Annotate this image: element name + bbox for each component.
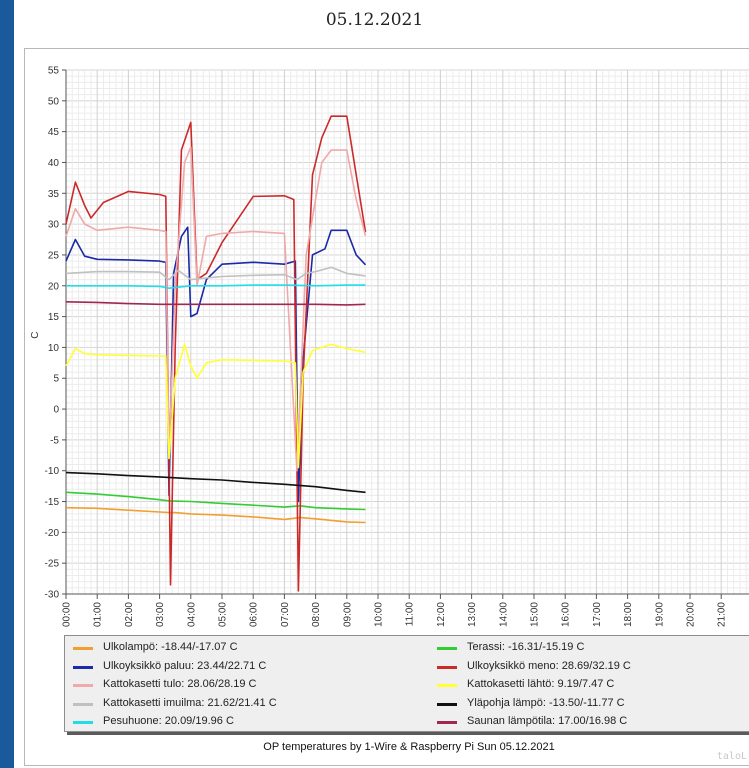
series-line-9 [65, 301, 366, 306]
y-tick-label: -5 [50, 435, 59, 446]
side-accent-bar [0, 0, 14, 768]
y-tick-label: 10 [48, 343, 60, 354]
series-line-7 [65, 471, 366, 494]
y-axis-label: C [30, 331, 41, 338]
x-tick-label: 17:00 [592, 602, 603, 627]
legend-swatch [73, 665, 93, 669]
series-line-2 [65, 226, 367, 503]
y-tick-label: 55 [48, 66, 60, 77]
x-tick-label: 22:00 [748, 602, 749, 627]
y-tick-label: 35 [48, 189, 60, 200]
x-tick-label: 16:00 [561, 602, 572, 627]
y-tick-label: -15 [45, 497, 60, 508]
series-line-6 [65, 266, 366, 281]
x-tick-label: 15:00 [530, 602, 541, 627]
y-tick-label: 25 [48, 250, 60, 261]
x-tick-label: 09:00 [342, 602, 353, 627]
legend-swatch [73, 702, 93, 706]
x-tick-label: 18:00 [623, 602, 634, 627]
x-tick-label: 03:00 [155, 602, 166, 627]
axis-layer: 5550454035302520151050-5-10-15-20-25-30C… [30, 66, 749, 627]
x-tick-label: 21:00 [717, 602, 728, 627]
x-tick-label: 02:00 [124, 602, 135, 627]
x-tick-label: 04:00 [186, 602, 197, 627]
legend-label: Ulkoyksikkö meno: 28.69/32.19 C [467, 659, 631, 672]
legend-swatch [437, 721, 457, 724]
x-tick-label: 19:00 [654, 602, 665, 627]
grid-layer [65, 69, 749, 595]
x-tick-label: 12:00 [436, 602, 447, 627]
legend-label: Kattokasetti lähtö: 9.19/7.47 C [467, 678, 615, 690]
legend-label: Yläpohja lämpö: -13.50/-11.77 C [467, 696, 625, 709]
x-tick-label: 01:00 [93, 602, 104, 627]
x-tick-label: 07:00 [280, 602, 291, 627]
page-date-title: 05.12.2021 [325, 10, 424, 30]
legend: Ulkolampö: -18.44/-17.07 C Terassi: -16.3… [64, 635, 749, 732]
y-tick-label: 0 [53, 405, 59, 416]
series-layer [65, 115, 367, 592]
legend-label: Pesuhuone: 20.09/19.96 C [103, 715, 234, 727]
x-tick-label: 00:00 [62, 602, 73, 627]
x-tick-label: 08:00 [311, 602, 322, 627]
x-tick-label: 05:00 [218, 602, 229, 627]
y-tick-label: 15 [48, 312, 60, 323]
series-line-1 [65, 491, 366, 511]
x-tick-label: 13:00 [467, 602, 478, 627]
x-tick-label: 06:00 [249, 602, 260, 627]
legend-label: Ulkoyksikkö paluu: 23.44/22.71 C [103, 659, 267, 672]
legend-label: Kattokasetti imuilma: 21.62/21.41 C [103, 696, 277, 709]
y-tick-label: -25 [45, 559, 60, 570]
y-tick-label: 45 [48, 127, 60, 138]
y-tick-label: 20 [48, 281, 60, 292]
x-tick-label: 10:00 [374, 602, 385, 627]
watermark: taloL [716, 751, 747, 762]
y-tick-label: -20 [45, 528, 60, 539]
legend-swatch [437, 647, 457, 650]
y-tick-label: 40 [48, 158, 60, 169]
y-tick-label: 30 [48, 220, 60, 231]
chart-caption: OP temperatures by 1-Wire & Raspberry Pi… [263, 741, 555, 753]
series-line-8 [66, 284, 366, 289]
x-tick-label: 14:00 [498, 602, 509, 627]
x-tick-label: 20:00 [686, 602, 697, 627]
legend-swatch [73, 721, 93, 724]
legend-label: Terassi: -16.31/-15.19 C [467, 641, 585, 653]
y-tick-label: -10 [45, 466, 60, 477]
series-line-0 [65, 506, 366, 524]
y-tick-label: 5 [53, 374, 59, 385]
x-tick-label: 11:00 [405, 602, 416, 627]
legend-swatch [73, 647, 93, 650]
series-line-3 [65, 115, 367, 592]
legend-swatch [437, 665, 457, 669]
legend-swatch [437, 684, 457, 687]
legend-label: Kattokasetti tulo: 28.06/28.19 C [103, 678, 257, 690]
legend-label: Saunan lämpötila: 17.00/16.98 C [467, 715, 628, 727]
legend-swatch [437, 702, 457, 706]
legend-swatch [73, 684, 93, 687]
legend-label: Ulkolampö: -18.44/-17.07 C [103, 641, 238, 653]
y-tick-label: -30 [45, 590, 60, 601]
series-line-5 [65, 343, 366, 469]
y-tick-label: 50 [48, 96, 60, 107]
